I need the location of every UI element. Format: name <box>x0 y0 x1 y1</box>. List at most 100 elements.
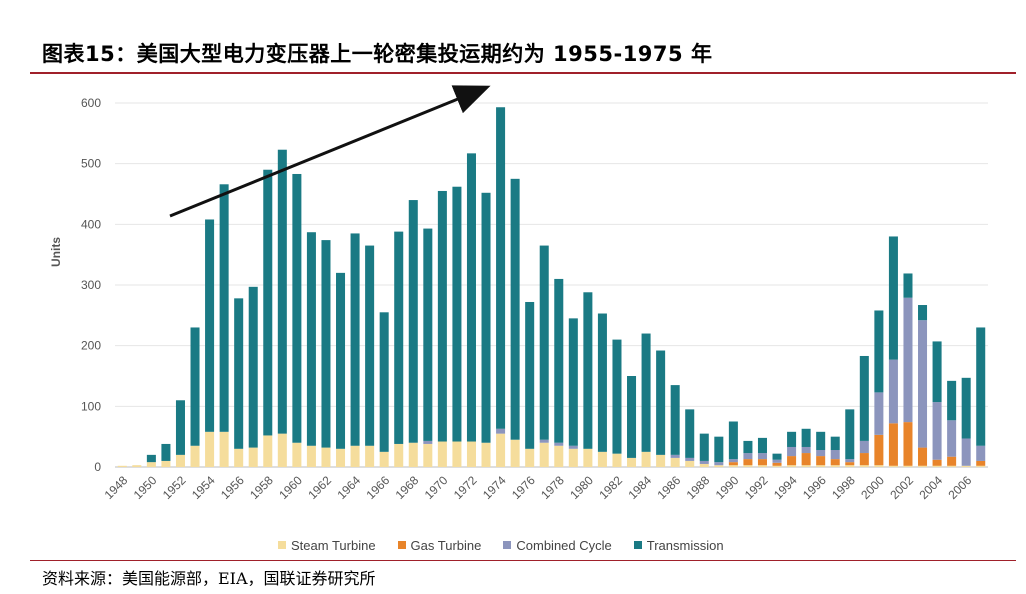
bar-segment-steam <box>918 465 928 467</box>
bar-segment-steam <box>452 441 462 467</box>
bar-segment-transmission <box>175 400 185 455</box>
bar-segment-transmission <box>656 350 666 455</box>
y-tick-label: 600 <box>81 96 101 110</box>
bar-segment-transmission <box>452 186 462 442</box>
bar-segment-transmission <box>728 421 738 460</box>
bar-segment-transmission <box>627 376 637 458</box>
bar-segment-steam <box>525 448 535 467</box>
bar-segment-transmission <box>641 333 651 452</box>
x-tick-label: 2006 <box>946 473 975 502</box>
bar-segment-steam <box>190 445 200 467</box>
legend-swatch-gas <box>397 541 406 549</box>
bar-segment-steam <box>801 465 811 467</box>
bar-segment-combined <box>801 446 811 454</box>
x-tick-label: 1990 <box>713 473 742 502</box>
bar-segment-steam <box>350 445 360 467</box>
bar-segment-transmission <box>757 437 767 454</box>
bar-segment-transmission <box>161 443 171 461</box>
bar-segment-steam <box>132 465 142 467</box>
bar-segment-combined <box>874 392 884 435</box>
bar-segment-transmission <box>714 436 724 463</box>
x-tick-label: 1986 <box>655 473 684 502</box>
y-axis: 0 100 200 300 400 500 600 <box>81 96 101 474</box>
x-tick-label: 2000 <box>858 473 887 502</box>
bar-segment-steam <box>888 465 898 467</box>
bar-segment-combined <box>772 459 782 463</box>
bar-segment-transmission <box>554 278 564 443</box>
bar-segment-gas <box>947 456 957 466</box>
x-tick-label: 1996 <box>800 473 829 502</box>
bar-segment-transmission <box>743 440 753 454</box>
bar-segment-steam <box>816 465 826 467</box>
legend-swatch-transmission <box>633 541 642 549</box>
x-tick-label: 1956 <box>218 473 247 502</box>
legend-transmission: Transmission <box>633 538 724 553</box>
x-tick-label: 1988 <box>684 473 713 502</box>
bar-segment-steam <box>932 465 942 467</box>
bar-segment-combined <box>670 454 680 458</box>
bar-segment-steam <box>437 441 447 467</box>
bar-segment-transmission <box>976 327 986 446</box>
bar-segment-steam <box>699 463 709 467</box>
bar-segment-transmission <box>496 107 506 429</box>
bar-segment-steam <box>568 448 578 467</box>
x-tick-label: 1992 <box>742 473 771 502</box>
x-tick-label: 1960 <box>276 473 305 502</box>
bar-segment-transmission <box>423 228 433 441</box>
bar-segment-transmission <box>306 232 316 446</box>
x-tick-label: 1968 <box>393 473 422 502</box>
bar-segment-transmission <box>394 231 404 444</box>
bar-segment-combined <box>976 445 986 461</box>
x-tick-label: 1964 <box>334 473 363 502</box>
bar-segment-steam <box>714 465 724 467</box>
bar-segment-combined <box>496 428 506 434</box>
x-tick-label: 1952 <box>160 473 189 502</box>
bar-segment-steam <box>597 451 607 467</box>
bar-segment-transmission <box>597 313 607 452</box>
bar-segment-steam <box>961 465 971 467</box>
bar-segment-transmission <box>903 273 913 298</box>
bar-segment-transmission <box>685 409 695 458</box>
bar-segment-transmission <box>234 298 244 449</box>
bar-segment-combined <box>932 402 942 460</box>
bar-segment-combined <box>845 459 855 463</box>
bar-segment-gas <box>728 462 738 466</box>
bar-segment-gas <box>918 447 928 466</box>
bar-segment-steam <box>656 454 666 467</box>
bar-segment-combined <box>685 457 695 461</box>
bar-segment-transmission <box>583 292 593 449</box>
bar-segment-transmission <box>932 341 942 403</box>
x-axis: 1948 1950 1952 1954 1956 1958 1960 1962 1964 1966… <box>102 473 975 502</box>
bar-segment-transmission <box>859 355 869 441</box>
bar-segment-steam <box>248 447 258 467</box>
chart-title: 图表15：美国大型电力变压器上一轮密集投运期约为 1955-1975 年 <box>42 42 713 66</box>
bar-segment-gas <box>816 456 826 466</box>
bar-segment-steam <box>845 465 855 467</box>
x-tick-label: 1980 <box>567 473 596 502</box>
bar-segment-steam <box>408 442 418 467</box>
bar-segment-gas <box>743 459 753 466</box>
bar-segment-steam <box>787 465 797 467</box>
bar-segment-steam <box>903 465 913 467</box>
bar-segment-transmission <box>510 178 520 440</box>
y-tick-label: 300 <box>81 278 101 292</box>
bar-segment-transmission <box>263 169 273 436</box>
bar-segment-transmission <box>350 233 360 446</box>
bar-segment-steam <box>554 445 564 467</box>
x-tick-label: 1958 <box>247 473 276 502</box>
bar-segment-gas <box>757 459 767 466</box>
legend: Steam Turbine Gas Turbine Combined Cycle… <box>278 535 724 555</box>
legend-swatch-steam <box>278 541 286 549</box>
bar-segment-combined <box>554 442 564 446</box>
bar-segment-transmission <box>365 245 375 446</box>
bar-segment-combined <box>816 450 826 457</box>
bar-segment-combined <box>728 459 738 463</box>
bar-segment-steam <box>263 435 273 467</box>
bar-segment-combined <box>743 453 753 460</box>
bar-segment-transmission <box>816 431 826 451</box>
bar-segment-steam <box>670 457 680 467</box>
source-rule <box>30 560 1016 561</box>
bar-segment-steam <box>976 465 986 467</box>
bar-segment-transmission <box>437 190 447 442</box>
legend-steam: Steam Turbine <box>278 538 376 553</box>
